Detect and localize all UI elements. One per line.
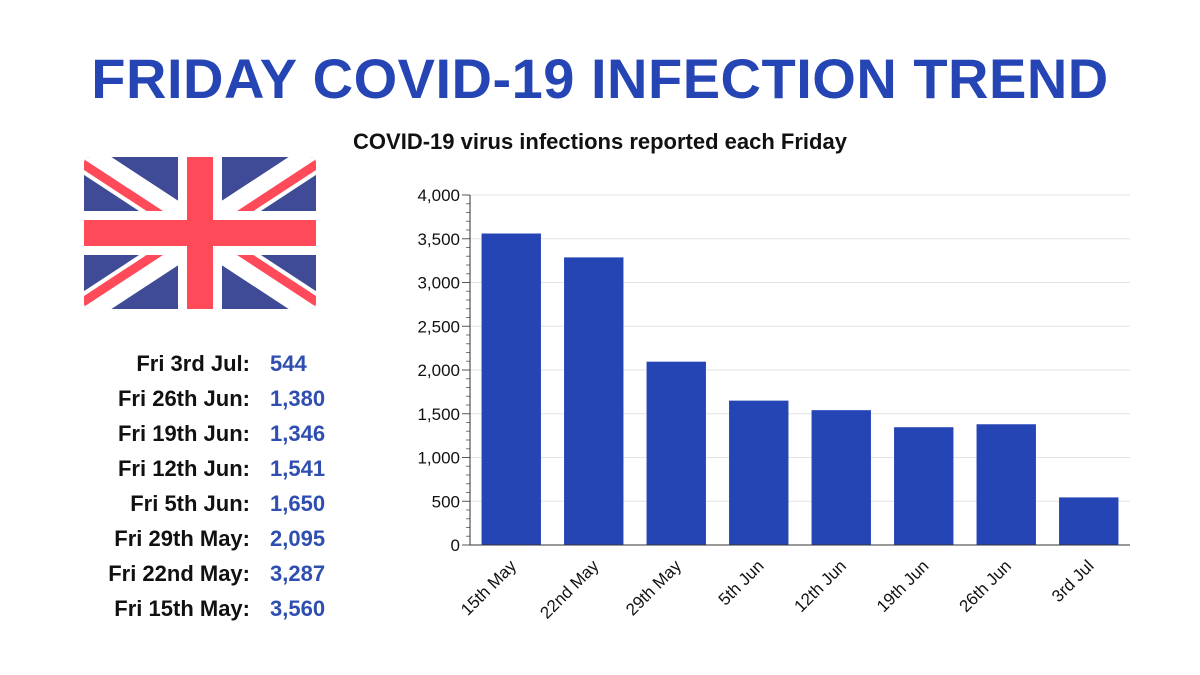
stat-value: 2,095	[270, 526, 326, 551]
stat-value: 3,287	[270, 561, 326, 586]
x-tick-label: 3rd Jul	[1048, 556, 1098, 606]
page-title: FRIDAY COVID-19 INFECTION TREND	[91, 47, 1109, 110]
y-tick-label: 3,500	[417, 230, 460, 249]
bar	[894, 427, 954, 545]
bar	[729, 400, 789, 545]
bar	[1059, 497, 1119, 545]
y-tick-label: 2,500	[417, 317, 460, 336]
stat-value: 1,541	[270, 456, 326, 481]
stat-row: Fri 12th Jun: 1,541	[40, 451, 370, 486]
stat-row: Fri 15th May: 3,560	[40, 591, 370, 626]
stat-row: Fri 29th May: 2,095	[40, 521, 370, 556]
y-tick-label: 2,000	[417, 361, 460, 380]
stat-row: Fri 19th Jun: 1,346	[40, 416, 370, 451]
stat-label: Fri 22nd May:	[108, 561, 250, 586]
chart-title: COVID-19 virus infections reported each …	[353, 129, 847, 154]
y-tick-label: 0	[451, 536, 460, 555]
stat-label: Fri 29th May:	[114, 526, 250, 551]
bar-chart: 0 500 1,000 1,500 2,000 2,500 3,000 3,500 4,000 1…	[417, 186, 1130, 623]
bar	[564, 257, 624, 545]
x-tick-label: 19th Jun	[873, 556, 933, 616]
y-tick-label: 3,000	[417, 274, 460, 293]
stat-label: Fri 5th Jun:	[130, 491, 250, 516]
stat-label: Fri 12th Jun:	[117, 456, 250, 481]
bar	[646, 361, 706, 545]
stat-row: Fri 22nd May: 3,287	[40, 556, 370, 591]
uk-flag-icon	[84, 157, 316, 309]
x-tick-label: 22nd May	[536, 556, 603, 623]
x-tick-label: 29th May	[622, 556, 685, 619]
stat-row: Fri 5th Jun: 1,650	[40, 486, 370, 521]
x-tick-label: 12th Jun	[791, 556, 851, 616]
x-tick-label: 15th May	[457, 556, 520, 619]
y-tick-label: 1,000	[417, 449, 460, 468]
stat-label: Fri 15th May:	[114, 596, 250, 621]
stat-value: 1,650	[270, 491, 326, 516]
bar	[811, 410, 871, 545]
y-tick-label: 4,000	[417, 186, 460, 205]
y-tick-label: 1,500	[417, 405, 460, 424]
stat-label: Fri 3rd Jul:	[136, 351, 250, 376]
stat-row: Fri 26th Jun: 1,380	[40, 381, 370, 416]
stat-value: 1,380	[270, 386, 326, 411]
y-tick-label: 500	[432, 492, 460, 511]
bar	[481, 233, 541, 545]
stat-value: 544	[270, 351, 307, 376]
x-tick-label: 5th Jun	[715, 556, 768, 609]
stat-label: Fri 26th Jun:	[117, 386, 250, 411]
stat-label: Fri 19th Jun:	[117, 421, 250, 446]
weekly-stats-list: Fri 3rd Jul: 544 Fri 26th Jun: 1,380 Fri 19t…	[40, 346, 370, 626]
stat-value: 1,346	[270, 421, 326, 446]
x-tick-label: 26th Jun	[956, 556, 1016, 616]
stat-value: 3,560	[270, 596, 326, 621]
bar	[976, 424, 1036, 545]
stat-row: Fri 3rd Jul: 544	[40, 346, 370, 381]
